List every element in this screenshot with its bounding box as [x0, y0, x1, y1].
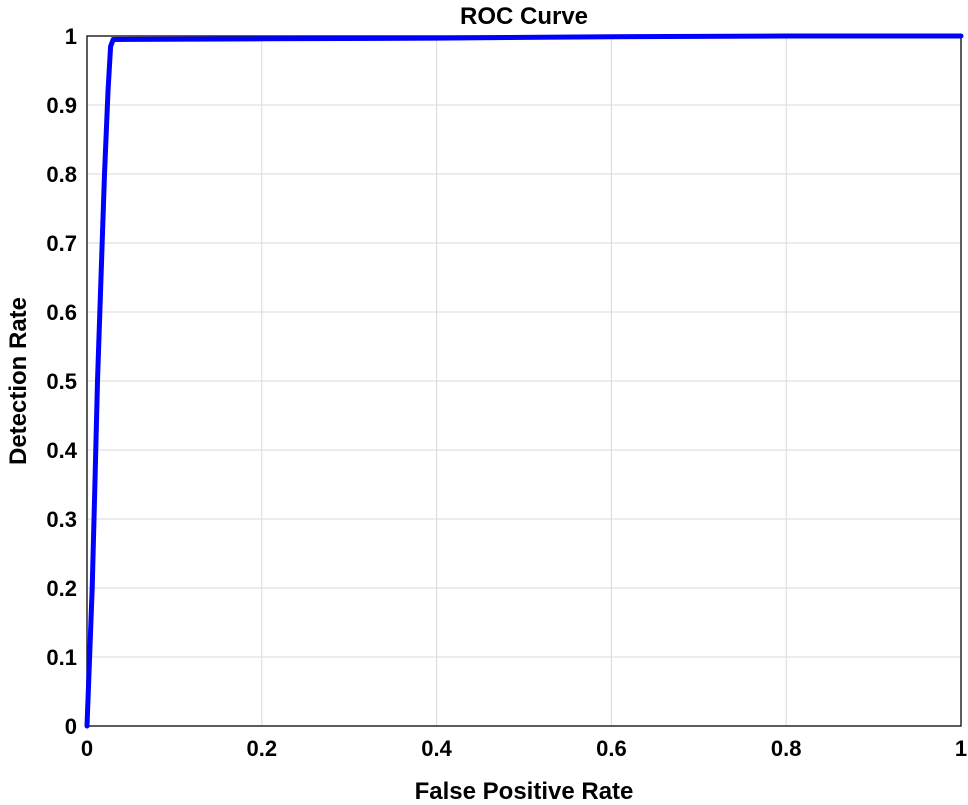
- grid-lines: [86, 35, 962, 727]
- x-axis-label: False Positive Rate: [415, 778, 634, 805]
- x-tick-label: 0: [81, 736, 93, 761]
- y-tick-label: 0.3: [46, 507, 77, 532]
- y-axis-label: Detection Rate: [5, 297, 32, 465]
- chart-title: ROC Curve: [460, 3, 588, 30]
- x-tick-label: 0.6: [596, 736, 627, 761]
- y-tick-label: 0.7: [46, 231, 77, 256]
- y-tick-label: 0.5: [46, 369, 77, 394]
- y-tick-label: 0.8: [46, 162, 77, 187]
- y-tick-label: 0.4: [46, 438, 77, 463]
- y-tick-label: 0.1: [46, 645, 77, 670]
- x-tick-label: 0.8: [771, 736, 802, 761]
- roc-series-line: [84, 33, 964, 729]
- y-tick-label: 0.9: [46, 93, 77, 118]
- x-tick-labels: 0 0.2 0.4 0.6 0.8 1: [81, 736, 967, 761]
- y-tick-label: 0.6: [46, 300, 77, 325]
- y-tick-label: 0.2: [46, 576, 77, 601]
- x-tick-label: 0.2: [247, 736, 278, 761]
- y-tick-label: 0: [65, 714, 77, 739]
- x-tick-label: 0.4: [421, 736, 452, 761]
- x-tick-label: 1: [955, 736, 967, 761]
- y-tick-label: 1: [65, 24, 77, 49]
- y-tick-labels: 0 0.1 0.2 0.3 0.4 0.5 0.6 0.7 0.8 0.9 1: [46, 24, 77, 739]
